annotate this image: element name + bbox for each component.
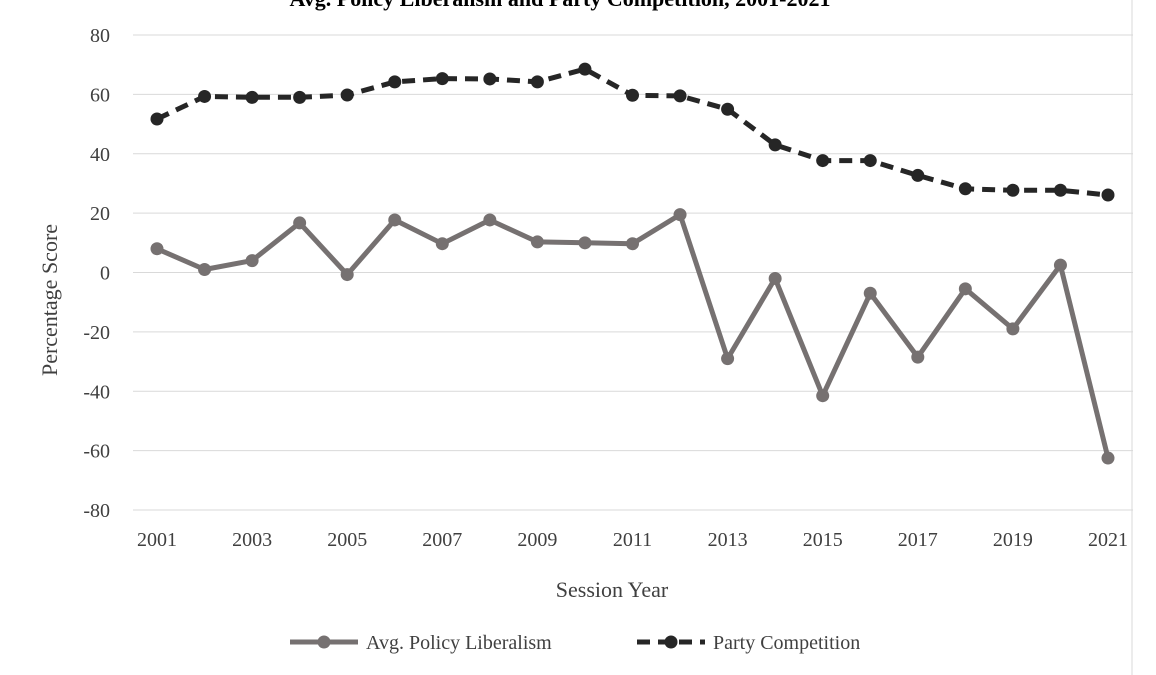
x-tick-labels: 2001 2003 2005 2007 2009 2011 2013 2015 2017 2019… — [137, 529, 1128, 551]
data-point — [1101, 188, 1115, 202]
data-point — [530, 75, 544, 89]
data-point — [293, 216, 307, 230]
data-point — [150, 242, 164, 256]
data-point — [483, 213, 497, 227]
data-point — [1053, 183, 1067, 197]
y-tick-label: 80 — [90, 25, 110, 47]
data-point — [245, 90, 259, 104]
data-point — [768, 138, 782, 152]
y-tick-label: -40 — [83, 381, 110, 403]
x-tick-label: 2013 — [708, 529, 748, 551]
data-point — [578, 236, 592, 250]
y-axis-title: Percentage Score — [37, 224, 62, 376]
x-tick-label: 2009 — [517, 529, 557, 551]
data-point — [958, 282, 972, 296]
data-point — [626, 88, 639, 102]
data-point — [530, 235, 544, 249]
data-point — [388, 75, 402, 89]
data-point — [340, 268, 354, 282]
x-tick-label: 2003 — [232, 529, 272, 551]
data-point — [768, 271, 782, 285]
x-tick-label: 2005 — [327, 529, 367, 551]
legend-label: Avg. Policy Liberalism — [366, 632, 552, 654]
x-tick-label: 2021 — [1088, 529, 1128, 551]
data-point — [578, 62, 592, 76]
data-point — [816, 154, 830, 168]
y-tick-label: -20 — [83, 322, 110, 344]
data-point — [863, 154, 877, 168]
y-tick-label: 20 — [90, 203, 110, 225]
data-point — [1101, 451, 1115, 465]
data-point — [435, 237, 449, 251]
legend-label: Party Competition — [713, 632, 860, 654]
x-tick-label: 2017 — [898, 529, 938, 551]
data-point — [911, 168, 925, 182]
data-point — [198, 89, 212, 103]
data-point — [673, 89, 687, 103]
y-tick-label: -80 — [83, 500, 110, 522]
chart-title: Avg. Policy Liberalism and Party Competi… — [290, 0, 831, 11]
data-point — [863, 286, 877, 300]
x-axis-title: Session Year — [556, 577, 669, 602]
data-point — [435, 72, 449, 86]
data-point — [721, 352, 735, 366]
data-point — [626, 237, 639, 251]
data-point — [293, 90, 307, 104]
data-point — [1053, 258, 1067, 272]
data-point — [340, 88, 354, 102]
data-point — [1006, 322, 1020, 336]
x-tick-label: 2007 — [422, 529, 462, 551]
y-tick-label: -60 — [83, 441, 110, 463]
data-point — [911, 350, 925, 364]
data-point — [1006, 183, 1020, 197]
data-point — [816, 389, 830, 403]
data-point — [388, 213, 402, 227]
series-group — [150, 62, 1115, 465]
y-tick-label: 0 — [100, 263, 110, 285]
legend: Avg. Policy Liberalism Party Competition — [290, 632, 860, 654]
data-point — [150, 112, 164, 126]
data-point — [483, 72, 497, 86]
x-tick-label: 2015 — [803, 529, 843, 551]
data-point — [245, 254, 259, 268]
x-tick-label: 2019 — [993, 529, 1033, 551]
data-point — [673, 208, 687, 222]
y-tick-labels: 80 60 40 20 0 -20 -40 -60 -80 — [83, 25, 110, 522]
legend-marker — [664, 635, 678, 649]
data-point — [958, 182, 972, 196]
x-tick-label: 2001 — [137, 529, 177, 551]
x-tick-label: 2011 — [613, 529, 652, 551]
data-point — [721, 102, 735, 116]
data-point — [198, 263, 212, 277]
y-tick-label: 60 — [90, 84, 110, 106]
y-tick-label: 40 — [90, 144, 110, 166]
legend-marker — [317, 635, 331, 649]
